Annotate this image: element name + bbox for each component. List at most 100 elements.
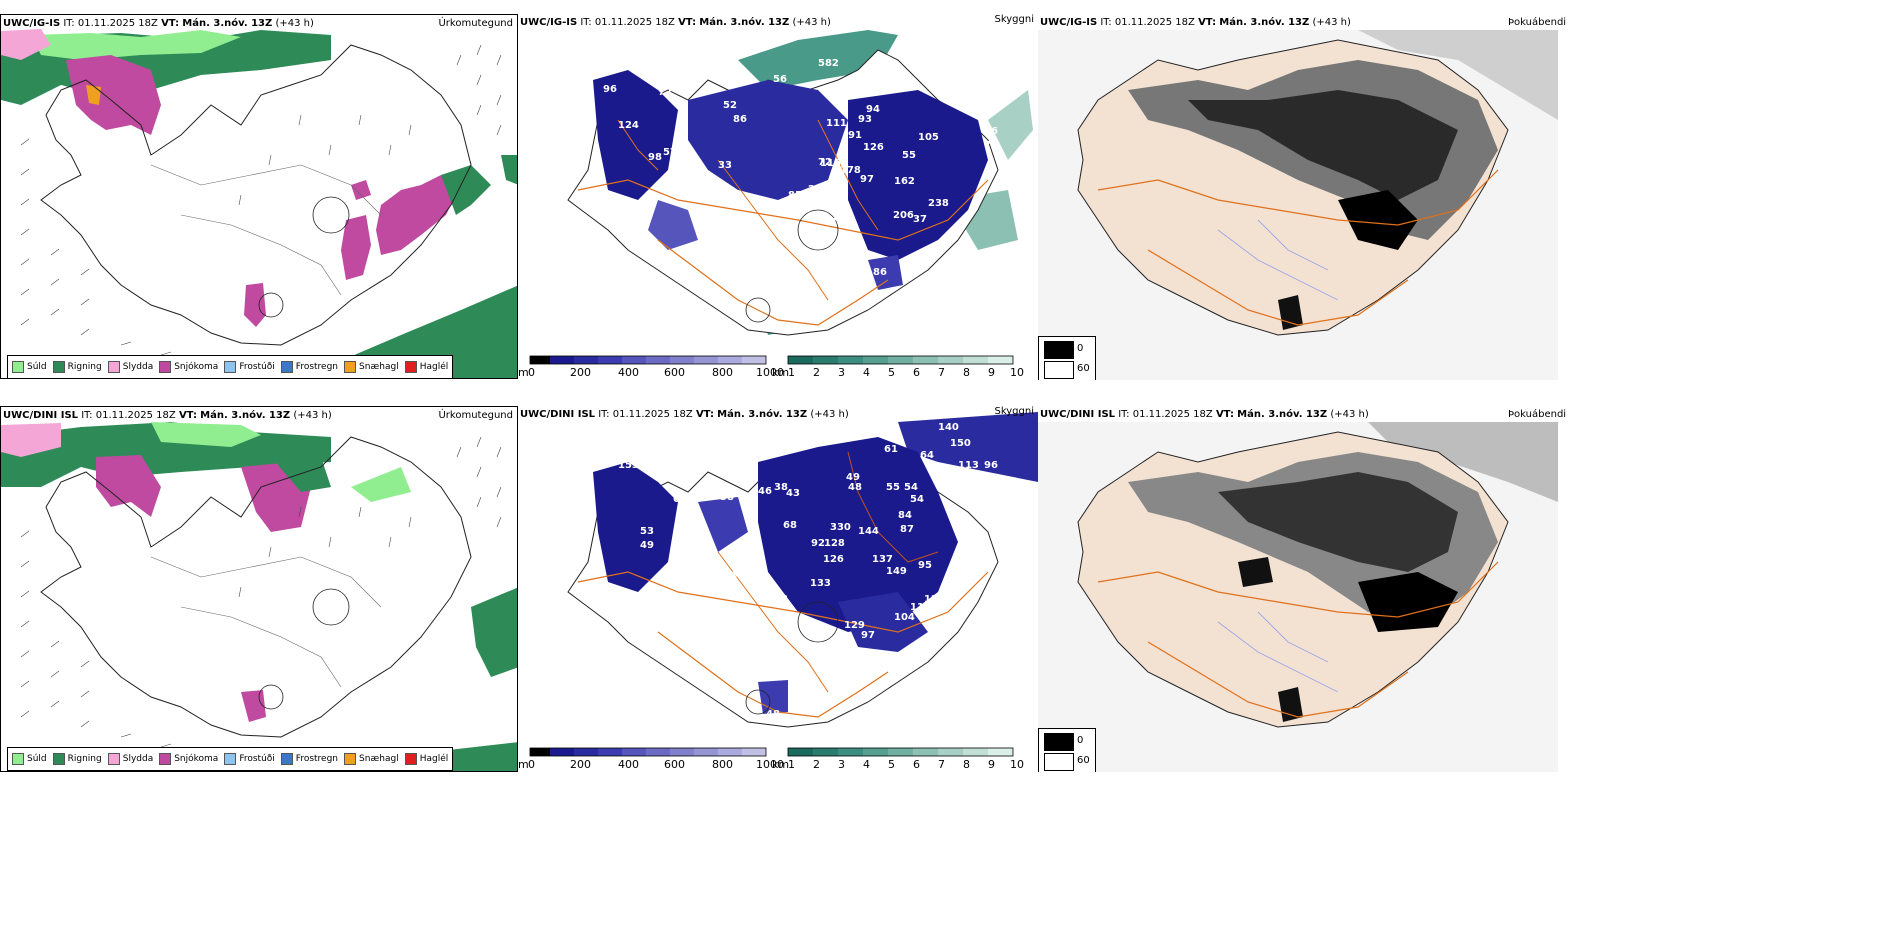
ceiling-tick: 0 (528, 758, 535, 771)
ceiling-tick: 600 (664, 366, 685, 379)
ceiling-value: 61 (884, 444, 898, 455)
ceiling-value: 56 (696, 530, 710, 541)
ceiling-value: 178 (840, 165, 861, 176)
vis-tick: 5 (888, 366, 895, 379)
ceiling-value: 49 (846, 472, 860, 483)
ceiling-value: 129 (844, 620, 865, 631)
ceiling-value: 72 (658, 87, 672, 98)
fog-legend-top: 0 60 (1038, 336, 1096, 380)
ceiling-value: 162 (894, 176, 915, 187)
legend-item: Súld (12, 753, 47, 765)
vis-tick: 2 (813, 758, 820, 771)
ceiling-value: 68 (783, 520, 797, 531)
ceiling-value: 52 (723, 100, 737, 111)
ceiling-title-top: UWC/IG-IS IT: 01.11.2025 18Z VT: Mán. 3.… (520, 17, 831, 28)
ceiling-value: 43 (786, 488, 800, 499)
ceiling-value: 124 (618, 120, 639, 131)
legend-item: Frostúði (224, 361, 275, 373)
legend-item: Snjókoma (159, 753, 218, 765)
ceiling-value: 33 (718, 160, 732, 171)
legend-item: Haglél (404, 753, 448, 765)
ceiling-map-bottom: 140 150 113 96 61 64 49 48 55 54 153 68 … (567, 412, 1038, 728)
ceiling-tick: 0 (528, 366, 535, 379)
ceiling-value: 48 (766, 709, 780, 720)
precip-legend-bottom: Súld Rigning Slydda Snjókoma Frostúði Fr… (7, 747, 454, 771)
fog-panel-top: UWC/IG-IS IT: 01.11.2025 18Z VT: Mán. 3.… (1038, 0, 1900, 380)
ceiling-value: 124 (924, 594, 945, 605)
ceiling-tick: 400 (618, 758, 639, 771)
ceiling-map-top: 582 56 96 72 52 86 124 57 98 58 33 85 23… (567, 30, 1033, 336)
legend-item: Rigning (52, 753, 102, 765)
ceiling-value: 97 (861, 630, 875, 641)
fog-panel-bottom: UWC/DINI ISL IT: 01.11.2025 18Z VT: Mán.… (1038, 392, 1900, 772)
ceiling-type-label-top: Skyggni (994, 14, 1034, 25)
ceiling-value: 133 (810, 578, 831, 589)
fog-title-bottom: UWC/DINI ISL IT: 01.11.2025 18Z VT: Mán.… (1040, 409, 1369, 420)
precip-title-top: UWC/IG-IS IT: 01.11.2025 18Z VT: Mán. 3.… (3, 18, 314, 29)
ceiling-tick: 800 (712, 366, 733, 379)
ceiling-value: 68 (673, 494, 687, 505)
ceiling-title-bottom: UWC/DINI ISL IT: 01.11.2025 18Z VT: Mán.… (520, 409, 849, 420)
ceiling-panel-top: 582 56 96 72 52 86 124 57 98 58 33 85 23… (518, 0, 1038, 380)
ceiling-tick: 200 (570, 366, 591, 379)
ceiling-value: 84 (898, 510, 912, 521)
ceiling-value: 92 (811, 538, 825, 549)
vis-tick: 3 (838, 366, 845, 379)
ceiling-value: 126 (823, 554, 844, 565)
colorbars-bottom (529, 747, 1014, 757)
ceiling-value: 137 (872, 554, 893, 565)
ceiling-value: 71 (984, 140, 998, 151)
ceiling-value: 105 (918, 132, 939, 143)
precip-title-bottom: UWC/DINI ISL IT: 01.11.2025 18Z VT: Mán.… (3, 410, 332, 421)
ceiling-value: 58 (720, 492, 734, 503)
ceiling-value: 94 (866, 104, 880, 115)
legend-item: Snæhagl (344, 361, 399, 373)
fog-type-label-bottom: Þokuábendi (1508, 409, 1567, 420)
ceiling-value: 87 (900, 524, 914, 535)
vis-tick: 8 (963, 366, 970, 379)
ceiling-value: 95 (918, 560, 932, 571)
legend-item: Rigning (52, 361, 102, 373)
precip-legend-top: Súld Rigning Slydda Snjókoma Frostúði Fr… (7, 355, 454, 378)
vis-tick: 7 (938, 758, 945, 771)
precip-panel-top: UWC/IG-IS IT: 01.11.2025 18Z VT: Mán. 3.… (0, 14, 518, 379)
vis-tick: 7 (938, 366, 945, 379)
ceiling-value: 206 (893, 210, 914, 221)
ceiling-value: 330 (830, 522, 851, 533)
ceiling-value: 86 (984, 126, 998, 137)
ceiling-value: 98 (648, 152, 662, 163)
legend-item: Snæhagl (344, 753, 399, 765)
ceiling-value: 55 (886, 482, 900, 493)
ceiling-value: 97 (860, 174, 874, 185)
ceiling-value: 54 (904, 482, 918, 493)
ceiling-tick: 800 (712, 758, 733, 771)
ceiling-value: 49 (640, 540, 654, 551)
legend-item: Snjókoma (159, 361, 218, 373)
vis-tick: 6 (913, 366, 920, 379)
precip-map-bottom (1, 422, 517, 771)
legend-item: Frostregn (280, 361, 338, 373)
ceiling-value: 85 (788, 190, 802, 201)
ceiling-tick: 600 (664, 758, 685, 771)
ceiling-value: 238 (928, 198, 949, 209)
fog-map-bottom (1038, 422, 1558, 772)
vis-tick: 5 (888, 758, 895, 771)
vis-tick: 1 (788, 366, 795, 379)
ceiling-value: 86 (733, 114, 747, 125)
ceiling-value: 91 (848, 130, 862, 141)
ceiling-value: 128 (824, 538, 845, 549)
colorbars-top (529, 355, 1014, 365)
ceiling-value: 64 (920, 450, 934, 461)
vis-tick: 10 (1010, 758, 1024, 771)
vis-tick: 1 (788, 758, 795, 771)
vis-tick: 4 (863, 758, 870, 771)
ceiling-value: 86 (873, 267, 887, 278)
vis-unit: km (772, 758, 790, 771)
precip-map-top (1, 29, 517, 378)
ceiling-value: 582 (818, 58, 839, 69)
ceiling-value: 93 (858, 114, 872, 125)
ceiling-value: 153 (618, 460, 639, 471)
vis-tick: 8 (963, 758, 970, 771)
legend-item: Súld (12, 361, 47, 373)
ceiling-value: 58 (678, 182, 692, 193)
